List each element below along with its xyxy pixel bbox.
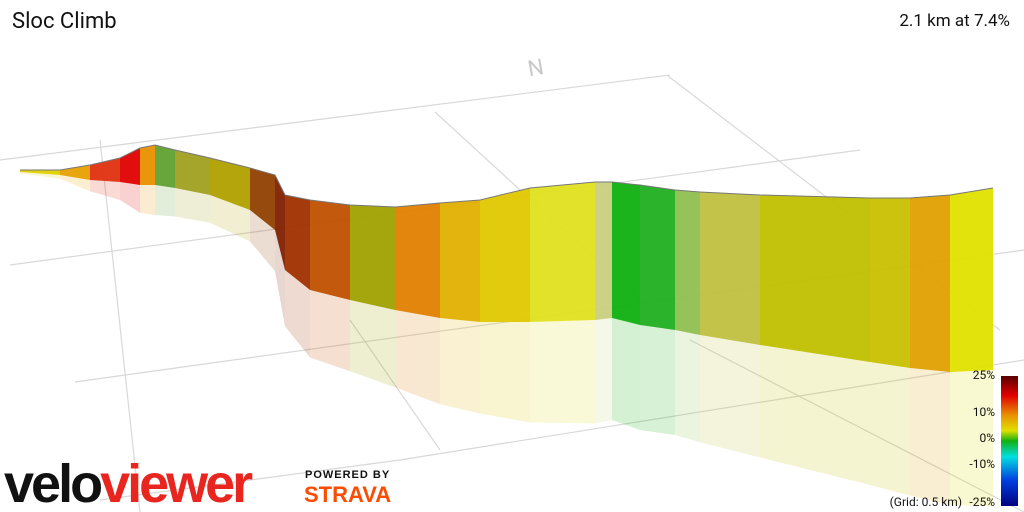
legend-label: 25% (973, 368, 995, 382)
gradient-segment (20, 170, 60, 175)
powered-by: POWERED BY (305, 469, 390, 481)
reflection-segment (60, 175, 90, 192)
reflection-segment (120, 182, 140, 213)
gradient-segment (120, 148, 140, 185)
reflection-segment (175, 188, 210, 223)
reflection-segment (140, 185, 155, 215)
reflection-segment (640, 325, 675, 435)
reflection-segment (530, 320, 595, 424)
gradient-segment (275, 175, 285, 270)
reflection-segment (595, 318, 612, 424)
reflection-segment (480, 322, 530, 423)
gradient-segment (675, 190, 700, 335)
gradient-segment (250, 168, 275, 230)
gradient-segment (440, 200, 480, 322)
reflection-segment (950, 370, 993, 507)
gradient-segment (950, 188, 993, 372)
gradient-segment (90, 158, 120, 182)
gradient-segment (870, 198, 910, 368)
logo-velo: velo (4, 454, 101, 512)
reflection-segment (155, 185, 175, 217)
grid-note: (Grid: 0.5 km) (890, 495, 962, 509)
gradient-segment (480, 188, 530, 322)
climb-stats: 2.1 km at 7.4% (899, 11, 1010, 31)
legend-label: 0% (979, 431, 995, 445)
reflection-segment (250, 210, 275, 272)
reflection-segment (910, 368, 950, 505)
reflection-segment (20, 172, 60, 179)
strava-logo: STRAVA (304, 482, 391, 507)
gradient-scale (1001, 376, 1018, 506)
gradient-segment (140, 145, 155, 185)
gradient-segment (910, 195, 950, 372)
gradient-segment (310, 200, 350, 300)
profile-edge (20, 144, 994, 208)
reflection-segment (760, 345, 870, 485)
legend-label: -25% (969, 495, 995, 509)
reflection-segment (870, 362, 910, 496)
gradient-segment (760, 195, 870, 362)
gradient-segment (155, 145, 175, 188)
gradient-segment (285, 195, 310, 290)
gradient-segment (530, 182, 595, 322)
reflection-segment (310, 290, 350, 372)
reflection-segment (350, 300, 395, 388)
gradient-segment (595, 182, 612, 320)
reflection-segment (285, 270, 310, 358)
reflection-segment (612, 318, 640, 430)
compass-label: N (526, 55, 546, 82)
gradient-segment (640, 185, 675, 330)
legend-label: 10% (973, 405, 995, 419)
logo-viewer: viewer (100, 454, 253, 512)
gradient-segment (612, 182, 640, 325)
reflection-segment (700, 335, 760, 458)
gradient-segment (395, 203, 440, 318)
reflection-segment (440, 318, 480, 414)
reflection-segment (210, 195, 250, 242)
reflection-segment (395, 310, 440, 405)
climb-ribbon (20, 144, 994, 507)
reflection-segment (275, 230, 285, 327)
gradient-segment (700, 192, 760, 345)
legend: 25% 10% 0% -10% -25% (Grid: 0.5 km) (890, 368, 996, 509)
gradient-segment (350, 205, 395, 310)
gradient-segment (175, 150, 210, 195)
logo: veloviewer (4, 454, 253, 512)
reflection-segment (675, 330, 700, 443)
gradient-segment (210, 158, 250, 210)
reflection-segment (90, 180, 120, 200)
title: Sloc Climb (12, 9, 117, 34)
legend-label: -10% (969, 457, 995, 471)
